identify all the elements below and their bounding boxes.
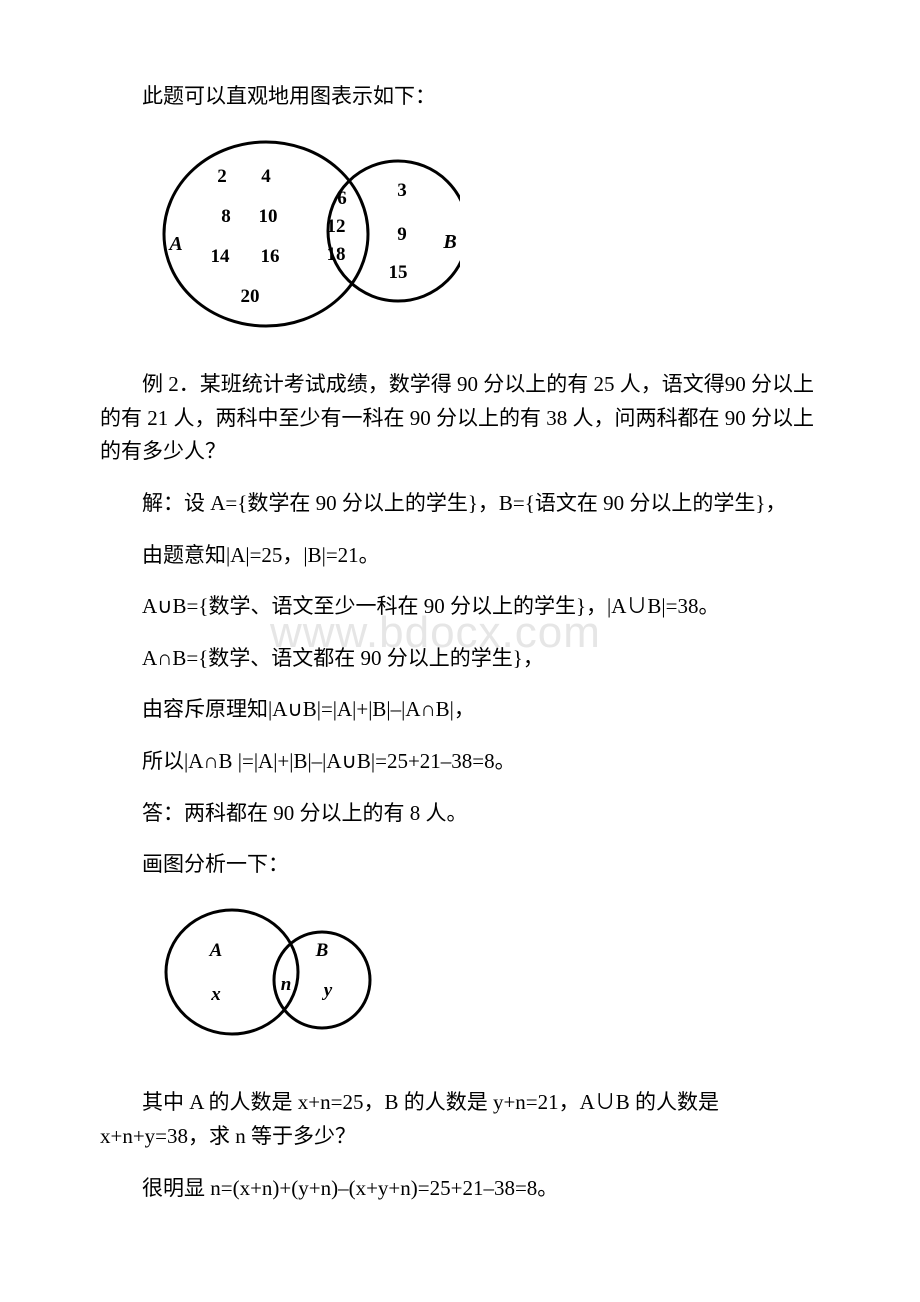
paragraph-intersection: A∩B={数学、语文都在 90 分以上的学生}， — [100, 642, 820, 676]
svg-text:3: 3 — [397, 180, 407, 201]
paragraph-given: 由题意知|A|=25，|B|=21。 — [100, 539, 820, 573]
svg-text:16: 16 — [261, 246, 280, 267]
svg-text:12: 12 — [327, 216, 346, 237]
paragraph-obvious: 很明显 n=(x+n)+(y+n)–(x+y+n)=25+21–38=8。 — [100, 1172, 820, 1206]
svg-text:6: 6 — [337, 188, 347, 209]
svg-text:15: 15 — [389, 262, 408, 283]
svg-text:14: 14 — [211, 246, 231, 267]
paragraph-draw: 画图分析一下： — [100, 848, 820, 882]
paragraph-example-2: 例 2．某班统计考试成绩，数学得 90 分以上的有 25 人，语文得90 分以上… — [100, 368, 820, 469]
paragraph-answer: 答：两科都在 90 分以上的有 8 人。 — [100, 797, 820, 831]
paragraph-union: A∪B={数学、语文至少一科在 90 分以上的学生}，|A∪B|=38。 — [100, 590, 820, 624]
paragraph-intro: 此题可以直观地用图表示如下： — [100, 80, 820, 114]
venn-diagram-2: Ax n By — [150, 900, 820, 1061]
paragraph-calculation: 所以|A∩B |=|A|+|B|–|A∪B|=25+21–38=8。 — [100, 745, 820, 779]
svg-text:x: x — [210, 984, 221, 1005]
svg-text:n: n — [281, 974, 292, 995]
paragraph-principle: 由容斥原理知|A∪B|=|A|+|B|–|A∩B|， — [100, 693, 820, 727]
venn-diagram-1: A B 2 4 8 10 14 1620 6 12 18 3 9 15 — [150, 134, 820, 345]
svg-text:4: 4 — [261, 166, 271, 187]
svg-text:18: 18 — [327, 244, 346, 265]
svg-text:A: A — [167, 233, 182, 255]
svg-text:2: 2 — [217, 166, 227, 187]
svg-text:10: 10 — [259, 206, 278, 227]
paragraph-where: 其中 A 的人数是 x+n=25，B 的人数是 y+n=21，A∪B 的人数是x… — [100, 1086, 820, 1153]
svg-text:9: 9 — [397, 224, 407, 245]
svg-text:A: A — [209, 940, 223, 961]
svg-text:B: B — [315, 940, 329, 961]
page-content: 此题可以直观地用图表示如下： A B 2 4 8 10 14 1620 6 12 18 3 9 15 例 … — [100, 80, 820, 1205]
svg-text:y: y — [322, 980, 333, 1001]
svg-text:20: 20 — [241, 286, 260, 307]
paragraph-solution-setup: 解：设 A={数学在 90 分以上的学生}，B={语文在 90 分以上的学生}， — [100, 487, 820, 521]
svg-text:B: B — [442, 231, 456, 253]
svg-text:8: 8 — [221, 206, 231, 227]
